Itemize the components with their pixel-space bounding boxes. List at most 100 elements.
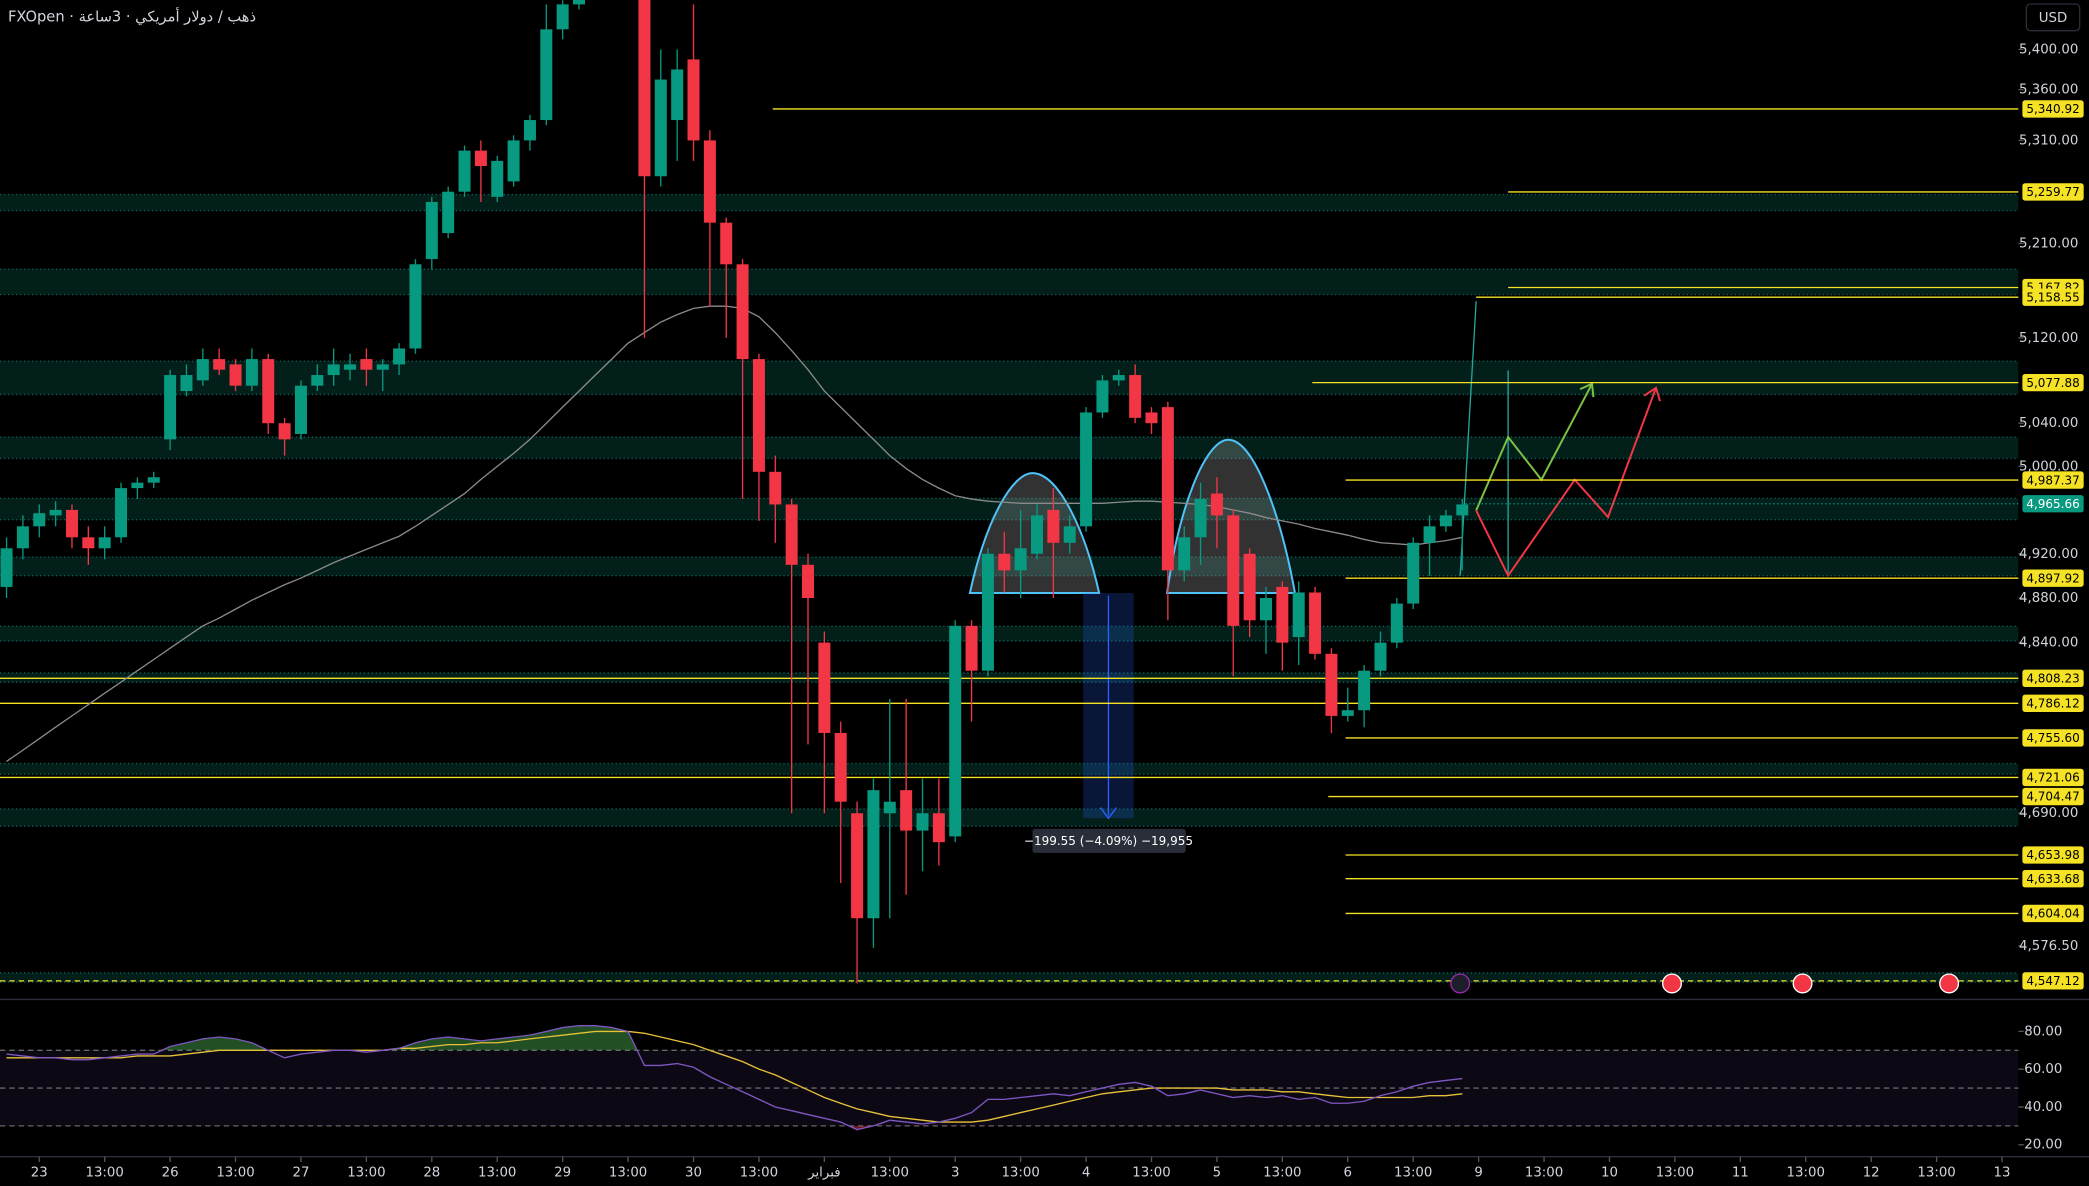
candle-body (1439, 515, 1452, 527)
candle-body (1358, 670, 1371, 711)
candle-body (33, 513, 46, 527)
candle-body (245, 359, 258, 386)
candle-body (720, 222, 733, 265)
candle-body (932, 813, 945, 843)
x-tick-label: 9 (1474, 1166, 1482, 1181)
y-tick-label: 5,360.00 (2019, 83, 2078, 98)
candle-body (752, 359, 765, 472)
candle-body (1161, 407, 1174, 571)
candle-body (785, 504, 798, 565)
candle-body (867, 790, 880, 919)
candle-body (1276, 586, 1289, 643)
x-tick-label: 13:00 (1132, 1166, 1170, 1181)
candle-body (916, 813, 929, 831)
candle-body (523, 120, 536, 141)
level-label: 4,653.98 (2026, 848, 2079, 862)
candle-body (491, 160, 504, 197)
zone (0, 672, 2019, 683)
x-tick-label: 29 (554, 1166, 571, 1181)
x-tick-label: 13:00 (478, 1166, 516, 1181)
x-tick-label: 13:00 (1001, 1166, 1039, 1181)
level-label: 4,808.23 (2026, 671, 2079, 685)
zone (0, 269, 2019, 295)
candle-body (376, 364, 389, 370)
y-tick-label: 5,310.00 (2019, 133, 2078, 148)
candle-body (769, 471, 782, 505)
level-tag (2022, 569, 2084, 587)
x-tick-label: 11 (1732, 1166, 1749, 1181)
x-tick-label: 5 (1213, 1166, 1221, 1181)
candle-body (229, 364, 242, 386)
level-tag (2022, 904, 2084, 923)
candle-body (1227, 515, 1240, 626)
candle-body (1243, 553, 1256, 621)
zone (0, 763, 2019, 775)
zone (0, 437, 2019, 459)
candle-body (180, 375, 193, 392)
candle-body (654, 79, 667, 177)
x-tick-label: 4 (1082, 1166, 1090, 1181)
event-icon[interactable] (1792, 973, 1813, 994)
x-tick-label: 28 (423, 1166, 440, 1181)
candle-body (949, 625, 962, 837)
candle-body (687, 59, 700, 141)
x-tick-label: 13:00 (609, 1166, 647, 1181)
event-icons[interactable] (1450, 973, 1960, 994)
candle-body (1063, 526, 1076, 543)
rsi-tick-label: 60.00 (2024, 1062, 2062, 1077)
level-tag (2022, 669, 2084, 687)
y-tick-label: 4,920.00 (2019, 547, 2078, 562)
level-label: 4,987.37 (2026, 473, 2079, 487)
candle-body (736, 264, 749, 360)
level-label: 4,633.68 (2026, 872, 2079, 886)
candle-body (851, 813, 864, 919)
zone (0, 808, 2019, 827)
projection-up (1579, 382, 1595, 398)
event-icon[interactable] (1662, 973, 1682, 994)
level-label: 5,158.55 (2026, 290, 2079, 304)
x-tick-label: 13:00 (347, 1166, 385, 1181)
currency-button[interactable] (2025, 3, 2081, 32)
event-icon[interactable] (1450, 973, 1471, 994)
candle-body (834, 732, 847, 802)
currency-label[interactable]: USD (2039, 11, 2067, 26)
candle-body (1129, 375, 1142, 418)
level-tag (2022, 972, 2084, 990)
candle-body (1080, 412, 1093, 527)
x-tick-label: 13:00 (1525, 1166, 1563, 1181)
x-tick-label: 12 (1863, 1166, 1880, 1181)
level-tag (2022, 729, 2084, 747)
candle-body (1096, 380, 1109, 413)
candle-body (1407, 542, 1420, 604)
y-tick-label: 5,210.00 (2019, 236, 2078, 251)
level-label: 4,704.47 (2026, 790, 2079, 804)
level-label: 4,786.12 (2026, 696, 2079, 710)
candle-body (883, 801, 896, 814)
level-label: 5,077.88 (2026, 376, 2079, 390)
candle-body (344, 364, 357, 370)
candle-body (965, 625, 978, 671)
x-tick-label: 13:00 (85, 1166, 123, 1181)
candle-body (1112, 375, 1125, 381)
candle-body (0, 548, 13, 587)
x-tick-label: 13 (1994, 1166, 2011, 1181)
level-tag (2022, 768, 2084, 787)
projection-up (1475, 383, 1593, 511)
candle-body (393, 348, 406, 365)
x-tick-label: 23 (31, 1166, 48, 1181)
rsi-tick-label: 40.00 (2024, 1100, 2062, 1115)
candle-body (442, 191, 455, 234)
zone (0, 194, 2019, 211)
y-tick-label: 5,120.00 (2019, 331, 2078, 346)
level-label: 5,259.77 (2026, 185, 2079, 199)
measure-label: −199.55 (−4.09%) −19,955 (1024, 834, 1193, 848)
candle-body (1178, 537, 1191, 571)
y-tick-label: 4,880.00 (2019, 591, 2078, 606)
level-label: 4,755.60 (2026, 731, 2079, 745)
level-tag (2022, 183, 2084, 201)
candle-body (1031, 515, 1043, 554)
candle-body (703, 140, 716, 223)
event-icon[interactable] (1939, 973, 1960, 994)
x-tick-label: 13:00 (1656, 1166, 1694, 1181)
rsi-tick-label: 20.00 (2024, 1138, 2062, 1153)
